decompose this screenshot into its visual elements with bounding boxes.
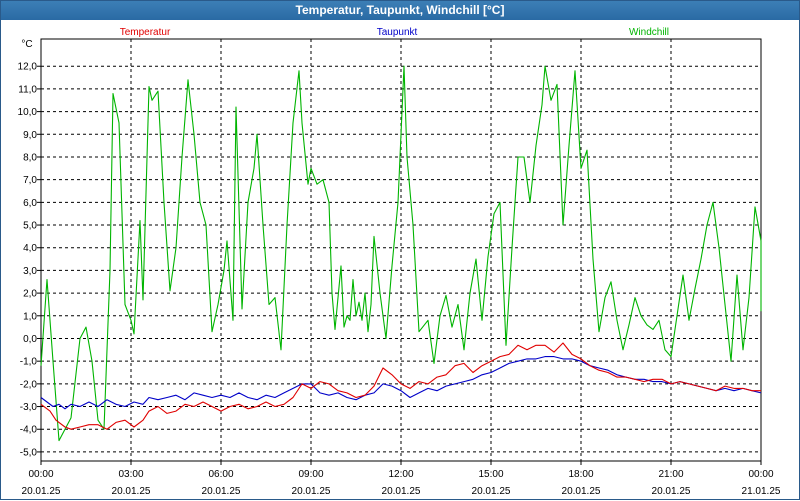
y-axis-unit: °C [21, 39, 32, 50]
x-tick-time: 03:00 [118, 469, 143, 480]
y-tick-label: 6,0 [23, 198, 37, 209]
x-tick-date: 20.01.25 [652, 486, 691, 497]
legend-entry-taupunkt: Taupunkt [377, 27, 418, 38]
x-tick-date: 21.01.25 [742, 486, 781, 497]
x-tick-date: 20.01.25 [22, 486, 61, 497]
series-line-taupunkt [40, 356, 762, 410]
x-tick-date: 20.01.25 [472, 486, 511, 497]
y-tick-label: 3,0 [23, 266, 37, 277]
legend-entry-temperatur: Temperatur [120, 27, 171, 38]
legend-entry-windchill: Windchill [629, 27, 669, 38]
y-tick-label: -5,0 [20, 447, 38, 458]
y-tick-label: 1,0 [23, 311, 37, 322]
x-tick-time: 15:00 [478, 469, 503, 480]
x-tick-time: 00:00 [28, 469, 53, 480]
y-tick-label: 10,0 [18, 107, 38, 118]
x-tick-time: 06:00 [208, 469, 233, 480]
y-tick-label: 12,0 [18, 62, 38, 73]
y-tick-label: -1,0 [20, 357, 38, 368]
x-tick-time: 00:00 [748, 469, 773, 480]
x-tick-date: 20.01.25 [382, 486, 421, 497]
x-tick-date: 20.01.25 [112, 486, 151, 497]
y-tick-label: -4,0 [20, 425, 38, 436]
series-line-temperatur [40, 342, 761, 430]
x-tick-date: 20.01.25 [202, 486, 241, 497]
y-tick-label: 9,0 [23, 130, 37, 141]
y-tick-label: 2,0 [23, 289, 37, 300]
y-tick-label: -3,0 [20, 402, 38, 413]
y-tick-label: -2,0 [20, 379, 38, 390]
x-tick-time: 18:00 [568, 469, 593, 480]
y-tick-label: 4,0 [23, 243, 37, 254]
y-tick-label: 5,0 [23, 221, 37, 232]
series-line-windchill [40, 65, 762, 442]
x-tick-time: 12:00 [388, 469, 413, 480]
y-tick-label: 7,0 [23, 175, 37, 186]
x-tick-time: 09:00 [298, 469, 323, 480]
y-tick-label: 11,0 [18, 84, 37, 95]
x-tick-date: 20.01.25 [292, 486, 331, 497]
y-tick-label: 0,0 [23, 334, 37, 345]
window-title: Temperatur, Taupunkt, Windchill [°C] [1, 1, 799, 20]
y-tick-label: 8,0 [23, 152, 37, 163]
x-tick-date: 20.01.25 [562, 486, 601, 497]
x-tick-time: 21:00 [658, 469, 683, 480]
